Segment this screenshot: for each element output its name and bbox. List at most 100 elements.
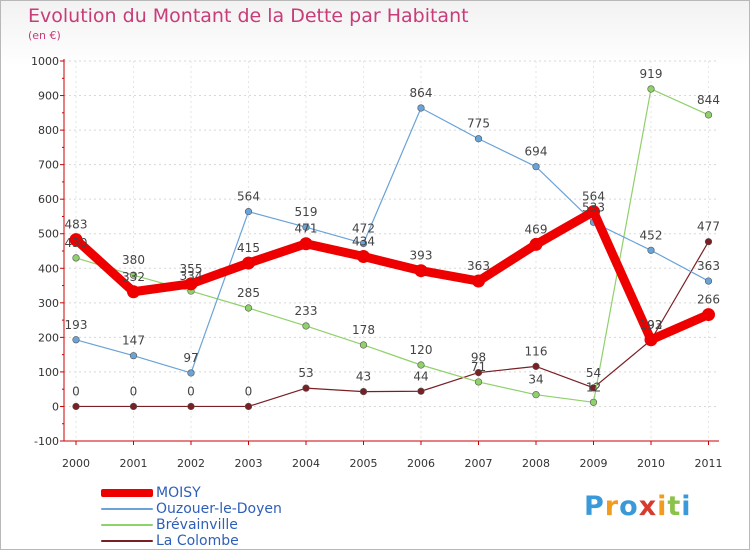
data-label-ouzouer-le-doyen: 864 — [410, 86, 433, 100]
data-label-moisy: 355 — [180, 262, 203, 276]
data-point-la-colombe — [302, 384, 310, 392]
data-label-la-colombe: 0 — [245, 384, 253, 398]
data-point-moisy — [242, 256, 255, 270]
data-label-ouzouer-le-doyen: 193 — [65, 318, 88, 332]
data-point-ouzouer-le-doyen — [244, 208, 253, 216]
data-label-la-colombe: 43 — [356, 370, 371, 384]
data-point-la-colombe — [129, 402, 138, 411]
data-label-moisy: 471 — [295, 222, 318, 236]
data-label-moisy: 434 — [352, 235, 375, 249]
data-label-br-vainville: 380 — [122, 253, 145, 267]
data-label-br-vainville: 178 — [352, 323, 375, 337]
data-point-la-colombe — [474, 369, 483, 377]
legend-item-moisy: MOISY — [101, 485, 282, 501]
data-label-ouzouer-le-doyen: 363 — [697, 259, 720, 273]
data-point-moisy — [529, 237, 543, 251]
data-point-br-vainville — [129, 271, 138, 279]
legend-label: Brévainville — [156, 517, 238, 533]
y-tick-label: 900 — [38, 90, 59, 103]
data-label-moisy: 332 — [122, 270, 145, 284]
logo-letter: P — [584, 491, 605, 522]
data-label-moisy: 415 — [237, 241, 260, 255]
legend-label: MOISY — [156, 485, 201, 501]
data-label-ouzouer-le-doyen: 775 — [467, 117, 490, 131]
x-tick-label: 2011 — [695, 457, 723, 470]
data-point-ouzouer-le-doyen — [417, 104, 425, 112]
data-point-moisy — [299, 237, 313, 251]
data-label-moisy: 193 — [640, 318, 663, 332]
data-label-moisy: 393 — [410, 249, 433, 263]
data-point-la-colombe — [187, 402, 195, 411]
data-label-ouzouer-le-doyen: 472 — [352, 221, 375, 235]
data-point-ouzouer-le-doyen — [647, 246, 655, 254]
data-point-br-vainville — [704, 111, 713, 119]
data-point-moisy — [702, 308, 715, 322]
data-point-la-colombe — [532, 362, 540, 370]
data-label-la-colombe: 54 — [586, 366, 601, 380]
data-label-ouzouer-le-doyen: 97 — [183, 351, 198, 365]
data-point-ouzouer-le-doyen — [72, 336, 80, 344]
data-point-br-vainville — [647, 85, 655, 93]
data-label-br-vainville: 120 — [410, 343, 433, 357]
data-point-moisy — [587, 205, 600, 219]
logo-letter: o — [619, 491, 639, 522]
data-point-ouzouer-le-doyen — [532, 163, 540, 171]
data-label-br-vainville: 34 — [528, 373, 543, 387]
data-label-la-colombe: 192 — [640, 318, 663, 332]
logo-letter: i — [681, 491, 692, 522]
data-label-moisy: 469 — [525, 222, 548, 236]
x-tick-label: 2008 — [522, 457, 550, 470]
y-tick-label: 100 — [38, 366, 59, 379]
x-tick-label: 2010 — [637, 457, 665, 470]
data-label-la-colombe: 116 — [525, 344, 548, 358]
data-point-moisy — [127, 285, 140, 299]
y-tick-label: 700 — [38, 159, 59, 172]
data-label-ouzouer-le-doyen: 452 — [640, 228, 663, 242]
y-tick-label: 300 — [38, 297, 59, 310]
y-tick-label: 200 — [38, 331, 59, 344]
data-label-la-colombe: 98 — [471, 351, 486, 365]
data-point-la-colombe — [359, 388, 368, 396]
data-point-br-vainville — [474, 378, 483, 386]
y-tick-label: 400 — [38, 262, 59, 275]
data-point-ouzouer-le-doyen — [704, 277, 713, 285]
y-tick-label: 0 — [52, 400, 59, 413]
data-point-br-vainville — [302, 322, 310, 330]
data-point-br-vainville — [532, 391, 540, 399]
x-tick-label: 2007 — [465, 457, 493, 470]
data-point-ouzouer-le-doyen — [187, 369, 195, 377]
x-tick-label: 2004 — [292, 457, 320, 470]
legend-label: La Colombe — [156, 533, 239, 549]
y-tick-label: 600 — [38, 193, 59, 206]
data-label-moisy: 483 — [65, 218, 88, 232]
logo-letter: i — [657, 491, 668, 522]
data-label-moisy: 266 — [697, 293, 720, 307]
data-label-br-vainville: 285 — [237, 286, 260, 300]
y-tick-label: 800 — [38, 124, 59, 137]
data-point-br-vainville — [359, 341, 368, 349]
y-tick-label: 1000 — [31, 55, 59, 68]
data-label-la-colombe: 477 — [697, 220, 720, 234]
data-label-br-vainville: 12 — [586, 380, 601, 394]
data-point-moisy — [69, 233, 83, 247]
legend-swatch — [101, 508, 153, 510]
data-label-la-colombe: 53 — [298, 366, 313, 380]
data-point-br-vainville — [417, 361, 425, 369]
legend-label: Ouzouer-le-Doyen — [156, 501, 282, 517]
x-tick-label: 2000 — [62, 457, 90, 470]
data-label-moisy: 363 — [467, 259, 490, 273]
legend-swatch — [101, 524, 153, 526]
proxiti-logo: Proxiti — [584, 491, 692, 522]
data-point-ouzouer-le-doyen — [129, 352, 138, 360]
data-label-br-vainville: 430 — [65, 236, 88, 250]
x-tick-label: 2003 — [235, 457, 263, 470]
data-point-moisy — [357, 250, 370, 264]
data-label-ouzouer-le-doyen: 533 — [582, 200, 605, 214]
legend-item-br-vainville: Brévainville — [101, 517, 282, 533]
data-label-ouzouer-le-doyen: 147 — [122, 334, 145, 348]
logo-letter: t — [667, 491, 682, 522]
y-tick-label: 500 — [38, 228, 59, 241]
logo-letter: r — [604, 491, 620, 522]
series-line-moisy — [71, 207, 713, 345]
chart-legend: MOISY Ouzouer-le-Doyen Brévainville La Colo… — [101, 485, 282, 549]
